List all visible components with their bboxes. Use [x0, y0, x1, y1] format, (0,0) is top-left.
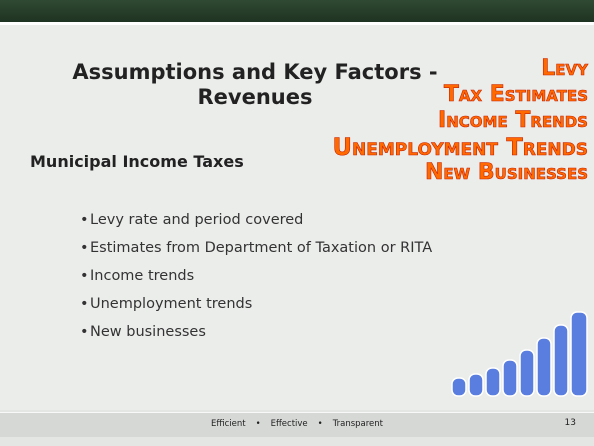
footer-item: Effective [270, 419, 308, 429]
side-word: Unemployment Trends [332, 133, 588, 161]
side-words: Levy Tax Estimates Income Trends Unemplo… [332, 56, 589, 186]
bullet: Levy rate and period covered [80, 206, 432, 234]
bullet: Income trends [80, 262, 432, 290]
side-word: New Businesses [425, 160, 589, 186]
side-word: Tax Estimates [443, 82, 589, 108]
footer-item: Transparent [332, 419, 384, 429]
bullet-list: Levy rate and period covered Estimates f… [80, 206, 432, 346]
footer-item: Efficient [210, 419, 246, 429]
bullet: Estimates from Department of Taxation or… [80, 234, 432, 262]
slide-title: Assumptions and Key Factors - Revenues [72, 60, 438, 109]
top-line [0, 22, 594, 25]
footer: Efficient • Effective • Transparent 13 [0, 412, 594, 437]
page-number: 13 [564, 418, 576, 428]
separator: • [255, 419, 261, 429]
separator: • [317, 419, 323, 429]
bullet: New businesses [80, 318, 432, 346]
side-word: Income Trends [438, 108, 589, 134]
footer-items: Efficient • Effective • Transparent [0, 419, 594, 429]
bullet: Unemployment trends [80, 290, 432, 318]
subtitle: Municipal Income Taxes [30, 152, 244, 171]
side-word: Levy [541, 56, 588, 82]
top-bar [0, 0, 594, 22]
